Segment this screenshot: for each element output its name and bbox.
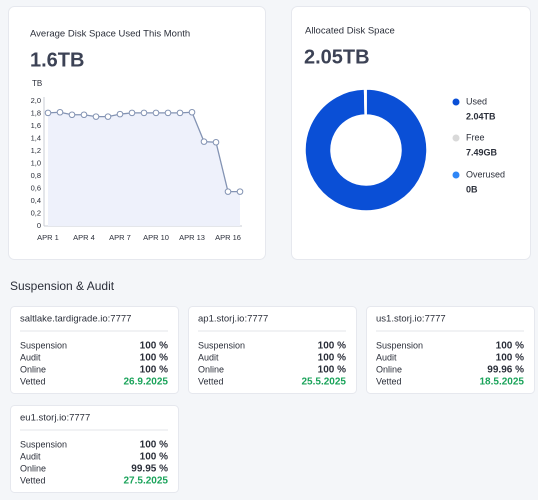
row-label: Audit — [198, 352, 219, 362]
row-label: Audit — [20, 352, 41, 362]
card-title: Average Disk Space Used This Month — [30, 29, 190, 40]
point — [140, 109, 148, 117]
y-tick-label: 0 — [37, 221, 41, 230]
x-tick-label: APR 10 — [143, 233, 169, 242]
y-tick-label: 0,2 — [31, 208, 41, 217]
row-label: Suspension — [376, 340, 423, 350]
row-label: Suspension — [20, 340, 67, 350]
satellite-card — [188, 306, 357, 394]
point — [236, 188, 244, 195]
row-label: Audit — [20, 451, 41, 461]
point — [92, 113, 100, 120]
point — [188, 108, 196, 116]
point — [56, 108, 64, 116]
satellite-card — [366, 306, 535, 394]
satellite-card — [10, 306, 179, 394]
legend-dot — [452, 134, 460, 142]
satellite-card — [10, 405, 179, 493]
point — [152, 109, 160, 117]
y-tick-label: 1,0 — [31, 158, 41, 167]
section-title: Suspension & Audit — [10, 279, 115, 293]
row-value: 100 % — [318, 365, 346, 376]
row-value: 100 % — [318, 353, 346, 364]
legend-label: Free — [466, 132, 485, 142]
point — [212, 138, 220, 146]
row-value: 25.5.2025 — [302, 377, 347, 388]
card-title: Allocated Disk Space — [305, 26, 395, 37]
y-axis-unit: TB — [32, 79, 42, 88]
row-label: Vetted — [198, 376, 224, 386]
y-tick-label: 0,4 — [31, 196, 41, 205]
row-label: Online — [20, 463, 46, 473]
x-tick-label: APR 7 — [109, 233, 131, 242]
row-label: Suspension — [20, 439, 67, 449]
row-label: Vetted — [20, 475, 46, 485]
row-value: 100 % — [496, 353, 524, 364]
row-value: 100 % — [496, 341, 524, 352]
row-label: Suspension — [198, 340, 245, 350]
headline: 2.05TB — [304, 46, 370, 68]
point — [68, 111, 76, 119]
row-value: 100 % — [318, 341, 346, 352]
point — [164, 109, 172, 117]
row-value: 100 % — [140, 365, 168, 376]
legend-dot — [452, 171, 460, 179]
row-value: 27.5.2025 — [124, 476, 169, 487]
slice — [304, 88, 428, 212]
y-tick-label: 1,2 — [31, 146, 41, 155]
row-label: Online — [198, 364, 224, 374]
y-tick-label: 0,6 — [31, 183, 41, 192]
area — [48, 112, 240, 226]
y-tick-label: 1,8 — [31, 108, 41, 117]
x-tick-label: APR 13 — [179, 233, 205, 242]
point — [128, 109, 136, 117]
row-label: Online — [376, 364, 402, 374]
row-label: Online — [20, 364, 46, 374]
point — [176, 109, 184, 117]
row-value: 99.96 % — [487, 365, 524, 376]
y-tick-label: 1,6 — [31, 121, 41, 130]
point — [200, 138, 208, 145]
legend-value: 0B — [466, 184, 478, 194]
point — [116, 110, 124, 118]
y-tick-label: 1,4 — [31, 133, 41, 142]
legend-label: Overused — [466, 169, 505, 179]
x-tick-label: APR 1 — [37, 233, 59, 242]
row-value: 99.95 % — [131, 464, 168, 475]
legend-value: 7.49GB — [466, 147, 498, 157]
point — [104, 113, 112, 120]
row-value: 100 % — [140, 440, 168, 451]
row-value: 100 % — [140, 452, 168, 463]
row-value: 18.5.2025 — [480, 377, 525, 388]
point — [224, 188, 232, 195]
legend-dot — [452, 98, 460, 106]
row-value: 100 % — [140, 341, 168, 352]
point — [44, 109, 52, 117]
row-label: Vetted — [376, 376, 402, 386]
legend-label: Used — [466, 96, 487, 106]
satellite-name: eu1.storj.io:7777 — [20, 413, 90, 424]
y-tick-label: 2,0 — [31, 96, 41, 105]
satellite-name: us1.storj.io:7777 — [376, 314, 446, 325]
row-label: Audit — [376, 352, 397, 362]
row-value: 26.9.2025 — [124, 377, 169, 388]
satellite-name: saltlake.tardigrade.io:7777 — [20, 314, 131, 325]
x-tick-label: APR 16 — [215, 233, 241, 242]
satellite-name: ap1.storj.io:7777 — [198, 314, 268, 325]
point — [80, 111, 88, 119]
legend-value: 2.04TB — [466, 111, 496, 121]
headline: 1.6TB — [30, 49, 84, 71]
row-label: Vetted — [20, 376, 46, 386]
row-value: 100 % — [140, 353, 168, 364]
y-tick-label: 0,8 — [31, 171, 41, 180]
x-tick-label: APR 4 — [73, 233, 95, 242]
